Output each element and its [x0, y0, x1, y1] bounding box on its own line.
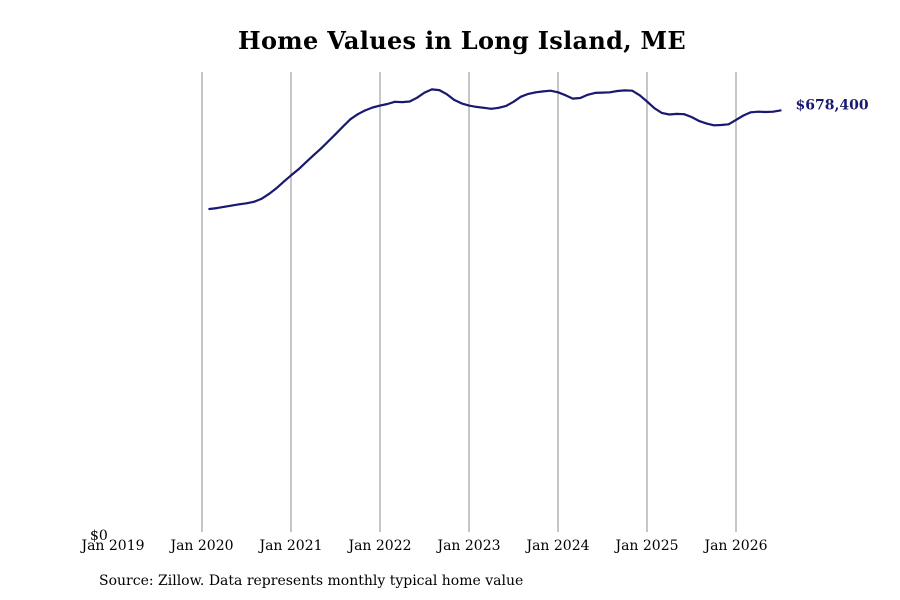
data-point-2020-02	[208, 208, 211, 210]
data-point-2024-12	[638, 94, 641, 97]
data-point-2021-02	[297, 168, 300, 171]
data-point-2021-04	[312, 154, 315, 157]
data-point-2025-05	[675, 112, 678, 115]
x-tick-label: Jan 2026	[702, 538, 767, 554]
data-point-2020-11	[275, 187, 278, 190]
data-point-2020-04	[223, 205, 226, 208]
data-point-2023-08	[519, 95, 522, 98]
data-point-2024-04	[579, 97, 582, 99]
data-point-2022-09	[438, 89, 441, 92]
data-point-2026-04	[757, 110, 760, 113]
data-point-2022-05	[408, 100, 411, 103]
data-point-2025-12	[727, 123, 730, 126]
data-point-2023-05	[497, 106, 500, 109]
data-point-2026-07	[779, 109, 782, 112]
data-point-2024-03	[571, 97, 574, 100]
data-point-2023-01	[468, 104, 470, 107]
data-point-2024-02	[564, 94, 567, 97]
series-lines	[208, 88, 782, 211]
home-value-line	[208, 88, 782, 211]
data-point-2022-06	[416, 96, 419, 99]
data-point-2022-07	[423, 91, 426, 94]
x-tick-label: Jan 2020	[168, 538, 233, 554]
y-axis-tick-labels: $0	[90, 528, 108, 544]
data-point-2021-01	[290, 174, 292, 177]
data-point-2022-11	[453, 98, 456, 101]
chart-title: Home Values in Long Island, ME	[238, 26, 686, 55]
data-point-2023-03	[482, 106, 485, 109]
data-point-2022-10	[445, 93, 448, 96]
data-point-2022-08	[430, 88, 433, 91]
data-point-2023-06	[505, 104, 508, 107]
data-point-2023-10	[534, 91, 537, 94]
data-point-2021-10	[356, 113, 359, 116]
x-tick-label: Jan 2021	[257, 538, 322, 554]
data-point-2025-10	[712, 124, 715, 127]
data-point-2024-07	[601, 91, 604, 94]
data-point-2024-05	[586, 93, 589, 96]
data-point-2025-08	[697, 119, 700, 122]
data-point-2024-08	[608, 91, 611, 94]
data-point-2023-02	[475, 105, 478, 108]
data-point-2026-03	[749, 111, 752, 114]
data-point-2024-06	[594, 91, 597, 94]
data-point-2022-04	[401, 101, 404, 104]
data-point-2021-12	[371, 106, 374, 109]
data-point-2020-06	[238, 203, 241, 206]
data-point-2026-05	[764, 111, 767, 113]
data-point-2025-06	[683, 113, 686, 116]
data-point-2025-11	[720, 124, 723, 126]
data-point-2026-06	[772, 110, 775, 113]
data-point-2024-09	[616, 90, 619, 92]
data-point-2021-05	[319, 147, 322, 150]
data-point-2021-09	[349, 118, 352, 121]
x-tick-label: Jan 2024	[524, 538, 589, 554]
data-point-2023-12	[549, 89, 552, 92]
data-point-2020-09	[260, 197, 263, 200]
data-point-2021-03	[304, 161, 307, 164]
data-point-2020-03	[215, 207, 218, 210]
data-point-2024-01	[557, 91, 559, 94]
data-points	[208, 88, 782, 210]
data-point-2023-04	[490, 107, 493, 110]
data-point-2020-07	[245, 202, 248, 205]
x-axis-tick-labels: Jan 2019 Jan 2020 Jan 2021 Jan 2022 Jan 2023…	[79, 538, 767, 554]
data-point-2025-09	[705, 122, 708, 125]
data-point-2025-03	[660, 111, 663, 114]
data-point-2021-06	[327, 140, 330, 143]
data-point-2022-03	[393, 100, 396, 103]
x-tick-label: Jan 2023	[435, 538, 500, 554]
data-point-2025-04	[668, 113, 671, 116]
data-point-2023-07	[512, 100, 515, 103]
x-tick-label: Jan 2022	[346, 538, 411, 554]
data-point-2022-02	[386, 103, 389, 105]
data-point-2024-10	[623, 89, 626, 92]
data-point-2020-10	[267, 193, 270, 196]
source-note: Source: Zillow. Data represents monthly …	[99, 573, 524, 589]
data-point-2021-07	[334, 133, 337, 136]
data-point-2023-11	[542, 90, 545, 93]
data-point-2021-11	[364, 109, 367, 112]
data-point-2026-02	[742, 114, 745, 117]
data-point-2022-01	[379, 104, 381, 107]
data-point-2025-01	[646, 100, 648, 103]
data-point-2021-08	[341, 125, 344, 128]
data-point-2022-12	[460, 102, 463, 105]
vertical-gridlines	[201, 72, 737, 532]
data-point-2020-05	[230, 204, 233, 207]
data-point-2025-02	[653, 107, 656, 110]
data-point-2024-11	[631, 89, 634, 92]
data-point-2025-07	[690, 116, 693, 118]
data-point-2020-08	[252, 200, 255, 203]
x-tick-label: Jan 2019	[79, 538, 144, 554]
y-tick-label: $0	[90, 528, 108, 544]
x-tick-label: Jan 2025	[613, 538, 678, 554]
data-point-2020-12	[282, 180, 285, 183]
end-value-label: $678,400	[796, 97, 869, 113]
data-point-2023-09	[527, 92, 530, 95]
data-point-2026-01	[735, 118, 737, 121]
